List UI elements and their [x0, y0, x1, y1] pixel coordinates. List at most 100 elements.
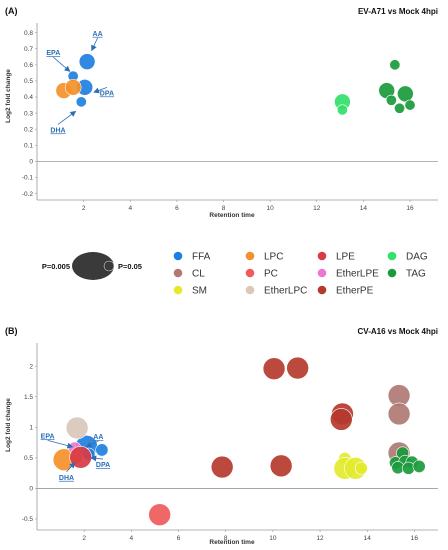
- legend-marker-pc: [245, 268, 255, 278]
- legend-marker-cl: [173, 268, 183, 278]
- panel-a-point-ffa: [75, 96, 87, 108]
- panel-a-annotation-arrow: [53, 56, 71, 72]
- panel-a-x-tick-label: 2: [82, 205, 86, 212]
- legend-label-pc: PC: [264, 269, 278, 280]
- panel-b-x-tick-label: 10: [269, 535, 277, 542]
- legend-label-dag: DAG: [406, 252, 428, 263]
- panel-a-y-tick-label: -0.2: [22, 191, 34, 198]
- panel-a-point-tag: [385, 94, 397, 106]
- legend-marker-sm: [173, 285, 183, 295]
- panel-a-x-tick-label: 6: [175, 205, 179, 212]
- panel-b-xlabel: Retention time: [209, 539, 255, 546]
- panel-a-point-tag: [404, 99, 416, 111]
- panel-b-y-tick-label: 0.5: [24, 455, 33, 462]
- panel-b-point-etherpe: [262, 357, 286, 380]
- panel-a-plot: -0.2 -0.1 0 0.1 0.2 0.3 0.4 0.5 0.6 0.7 0.8 2 4 6 8 10 1…: [22, 23, 438, 212]
- legend-marker-dag: [387, 251, 397, 261]
- panel-b-x-tick-label: 8: [224, 535, 228, 542]
- panel-a-title: EV-A71 vs Mock 4hpi: [358, 7, 438, 16]
- panel-b-point-etherpe: [269, 454, 293, 478]
- panel-b-point-cl: [387, 402, 411, 426]
- legend-marker-lpe: [317, 251, 327, 261]
- panel-a-xlabel: Retention time: [209, 212, 255, 219]
- panel-b-point-etherlpc: [65, 416, 89, 440]
- panel-b-y-tick-label: 1: [29, 425, 33, 432]
- p-value-connector-top: [92, 251, 110, 262]
- legend-label-etherlpe: EtherLPE: [336, 269, 379, 280]
- panel-b-x-tick-label: 6: [177, 535, 181, 542]
- panel-a-y-tick-label: -0.1: [22, 175, 34, 182]
- panel-a-point-tag: [397, 85, 414, 103]
- legend-marker-etherlpc: [245, 285, 255, 295]
- panel-a-y-tick-label: 0.3: [24, 110, 33, 117]
- panel-a-y-tick-label: 0.2: [24, 126, 33, 133]
- panel-a-ylabel: Log2 fold change: [5, 69, 12, 123]
- panel-a-x-tick-label: 12: [313, 205, 321, 212]
- panel-a-x-tick-label: 10: [267, 205, 275, 212]
- legend-label-lpc: LPC: [264, 252, 283, 263]
- legend-label-cl: CL: [192, 269, 205, 280]
- panel-a-annotation-arrow: [93, 87, 108, 94]
- panel-a-x-tick-label: 16: [406, 205, 414, 212]
- panel-b-x-tick-label: 2: [82, 535, 86, 542]
- panel-a-annotation-epa: EPA: [46, 50, 60, 57]
- panel-b-x-tick-label: 12: [316, 535, 324, 542]
- panel-a-y-tick-label: 0.5: [24, 78, 33, 85]
- panel-b-annotation-aa: AA: [93, 434, 103, 441]
- legend-marker-etherpe: [317, 285, 327, 295]
- panel-b-y-tick-label: -0.5: [22, 516, 34, 523]
- panel-b-annotation-epa: EPA: [41, 433, 55, 440]
- legend-marker-lpc: [245, 251, 255, 261]
- panel-a-x-tick-label: 14: [360, 205, 368, 212]
- panel-a-label: (A): [5, 6, 18, 16]
- panel-b-title: CV-A16 vs Mock 4hpi: [358, 327, 438, 336]
- panel-a-annotation-arrow: [57, 110, 77, 125]
- panel-b-annotation-dpa: DPA: [96, 462, 110, 469]
- panel-b-annotation-arrow: [47, 439, 74, 449]
- panel-b-point-tag: [402, 461, 416, 475]
- panel-b-point-ffa: [95, 443, 109, 457]
- panel-b-x-tick-label: 16: [411, 535, 419, 542]
- legend-entries: FFA LPC LPE DAG CL PC EtherLPE TAG SM EtherLPC Eth…: [173, 251, 428, 297]
- legend-marker-tag: [387, 268, 397, 278]
- panel-a-x-tick-label: 4: [128, 205, 132, 212]
- panel-a-y-tick-label: 0.1: [24, 142, 33, 149]
- panel-b-annotation-arrow: [90, 455, 104, 462]
- legend-label-etherpe: EtherPE: [336, 286, 374, 297]
- panel-b-point-tag: [412, 459, 426, 473]
- legend-label-etherlpc: EtherLPC: [264, 286, 307, 297]
- panel-a-annotation-dha: DHA: [50, 127, 65, 134]
- panel-b-x-tick-label: 4: [130, 535, 134, 542]
- panel-b-label: (B): [5, 326, 18, 336]
- panel-b-plot: -0.5 0 0.5 1 1.5 2 2 4 6 8 10 12 14 16 EPA AA DPA DHA: [22, 343, 438, 542]
- legend-label-ffa: FFA: [192, 252, 211, 263]
- panel-b-y-tick-label: 1.5: [24, 394, 33, 401]
- panel-a-point-ffa: [78, 53, 96, 70]
- panel-b-annotation-arrow: [66, 462, 76, 473]
- panel-a-point-dag: [336, 104, 348, 116]
- panel-a-annotation-dpa: DPA: [100, 90, 114, 97]
- panel-b-annotation-arrow: [85, 440, 99, 448]
- p-value-large-marker: [72, 252, 114, 280]
- panel-a-y-tick-label: 0: [29, 159, 33, 166]
- p-value-small-label: P=0.05: [118, 262, 142, 271]
- panel-b-point-sm: [354, 461, 368, 475]
- panel-a-y-tick-label: 0.8: [24, 30, 33, 37]
- panel-a-annotation-aa: AA: [93, 31, 103, 38]
- p-value-large-label: P=0.005: [42, 262, 70, 271]
- panel-b-y-tick-label: 2: [29, 363, 33, 370]
- panel-b-point-etherpe: [210, 455, 234, 479]
- legend-label-lpe: LPE: [336, 252, 355, 263]
- panel-a-annotation-arrow: [91, 37, 98, 52]
- panel-a-point-lpc: [64, 79, 82, 96]
- panel-b-x-tick-label: 14: [364, 535, 372, 542]
- p-value-connector-bottom: [92, 270, 110, 281]
- panel-b-point-pc: [148, 503, 171, 527]
- legend: P=0.005 P=0.05 FFA LPC LPE DAG CL PC EtherLPE T…: [42, 252, 428, 297]
- panel-a-x-tick-label: 8: [222, 205, 226, 212]
- panel-a-point-tag: [389, 59, 401, 71]
- panel-b-y-tick-label: 0: [29, 486, 33, 493]
- legend-label-sm: SM: [192, 286, 207, 297]
